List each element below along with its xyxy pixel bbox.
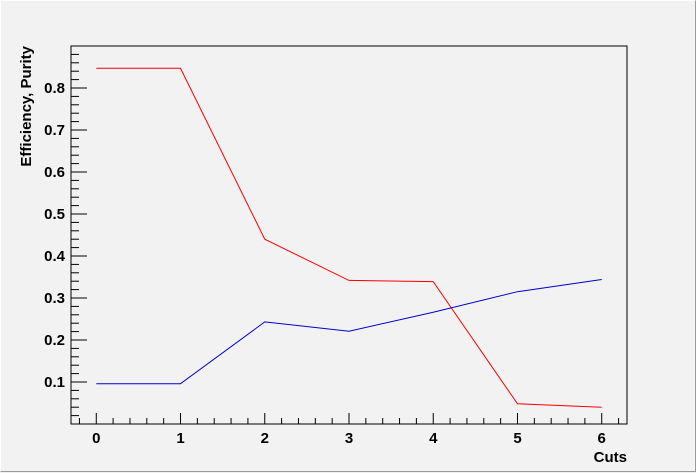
- x-tick-label: 3: [345, 430, 353, 447]
- tick-labels: 0 1 2 3 4 5 6 0.1 0.2 0.3 0.4 0.5 0.6 0.7 0.8: [44, 80, 606, 447]
- x-tick-label: 5: [513, 430, 521, 447]
- series-line-red: [96, 67, 602, 408]
- y-tick-label: 0.2: [44, 332, 65, 349]
- y-tick-label: 0.7: [44, 122, 65, 139]
- x-tick-label: 1: [176, 430, 184, 447]
- y-tick-label: 0.4: [44, 248, 66, 265]
- x-tick-label: 0: [92, 430, 100, 447]
- plot-frame: [70, 45, 628, 425]
- series-line-blue: [96, 279, 602, 385]
- y-tick-label: 0.6: [44, 164, 65, 181]
- y-tick-label: 0.5: [44, 206, 65, 223]
- x-axis-title: Cuts: [594, 449, 627, 466]
- x-tick-label: 4: [429, 430, 438, 447]
- y-tick-label: 0.8: [44, 80, 65, 97]
- x-tick-label: 6: [598, 430, 606, 447]
- series-lines: [96, 67, 602, 408]
- x-tick-label: 2: [261, 430, 269, 447]
- y-axis-title: Efficiency, Purity: [18, 45, 35, 166]
- y-tick-label: 0.3: [44, 290, 65, 307]
- y-tick-label: 0.1: [44, 374, 65, 391]
- axis-ticks: [71, 53, 620, 424]
